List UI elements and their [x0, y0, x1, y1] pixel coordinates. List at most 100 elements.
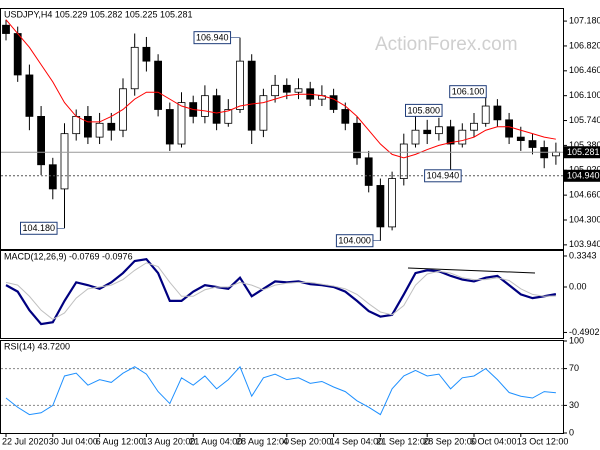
annotation-box	[449, 85, 487, 99]
candle-body	[458, 129, 467, 145]
y-tick-label: 100	[569, 335, 584, 345]
candle-body	[516, 136, 525, 141]
candle-body	[37, 115, 45, 166]
y-tick-label: 30	[569, 400, 579, 410]
x-tick-label: 28 Sep 20:00	[423, 436, 477, 446]
candle-body	[411, 129, 420, 145]
candle-body	[200, 95, 209, 117]
x-tick-label: 13 Oct 12:00	[517, 436, 569, 446]
candle-body	[552, 151, 560, 157]
x-tick-label: 21 Sep 12:00	[376, 436, 430, 446]
y-tick-label: 70	[569, 363, 579, 373]
candle-body	[107, 122, 116, 131]
x-tick-label: 14 Sep 04:00	[330, 436, 384, 446]
price-line-label: 105.281	[567, 147, 600, 157]
candle-body	[423, 129, 432, 135]
x-tick-label: 4 Sep 20:00	[283, 436, 332, 446]
candle-body	[341, 109, 350, 124]
candle-body	[329, 95, 338, 110]
candle-body	[48, 164, 57, 190]
indicator-line	[5, 365, 556, 416]
candle-body	[72, 115, 81, 135]
candle-body	[2, 24, 10, 34]
macd-trendline	[407, 267, 536, 274]
candle-body	[446, 126, 455, 145]
y-tick-label: 106.100	[569, 90, 600, 100]
annotation-label: 104.180	[23, 223, 56, 233]
candle-body	[142, 46, 151, 62]
y-tick-label: 104.660	[569, 190, 600, 200]
y-tick-label: 105.380	[569, 140, 600, 150]
candle-body	[505, 119, 514, 138]
annotation-label: 106.940	[196, 33, 229, 43]
indicator-line	[5, 257, 557, 326]
x-tick-label: 30 Jul 04:00	[49, 436, 98, 446]
candle-body	[25, 74, 34, 117]
y-tick-label: 106.820	[569, 40, 600, 50]
candle-body	[294, 88, 303, 93]
candle-body	[481, 105, 490, 124]
y-tick-label: 0.3343	[569, 250, 597, 260]
candle-body	[177, 102, 186, 145]
candle-body	[247, 60, 256, 131]
candle-body	[224, 109, 233, 124]
candle-body	[165, 109, 174, 145]
x-tick-label: 6 Aug 12:00	[96, 436, 144, 446]
annotation-box	[405, 103, 443, 117]
y-tick-label: 105.020	[569, 165, 600, 175]
candle-body	[470, 122, 478, 131]
y-tick-label: 103.940	[569, 239, 600, 249]
annotation-box	[424, 169, 462, 183]
price-panel	[0, 8, 564, 250]
candle-body	[353, 122, 361, 159]
macd-panel	[0, 250, 564, 339]
candle-body	[60, 133, 69, 190]
annotation-box	[20, 221, 58, 235]
y-tick-label: 0	[569, 427, 574, 437]
candle-body	[493, 105, 502, 121]
candle-body	[399, 143, 408, 179]
y-tick-label: 105.740	[569, 115, 600, 125]
price-line-label: 104.940	[567, 171, 600, 181]
x-tick-label: 22 Jul 2020	[2, 436, 49, 446]
candle-body	[271, 84, 280, 97]
price-line-box	[564, 169, 600, 182]
candle-body	[13, 33, 22, 76]
candle-body	[434, 126, 443, 135]
candle-body	[154, 60, 163, 110]
watermark: ActionForex.com	[375, 34, 518, 55]
x-tick-label: 6 Oct 04:00	[470, 436, 517, 446]
candle-body	[259, 95, 268, 131]
candle-body	[95, 122, 104, 138]
candle-body	[236, 60, 244, 110]
candle-body	[364, 157, 373, 186]
annotation-label: 104.940	[427, 171, 460, 181]
indicator-line	[5, 262, 556, 321]
price-line-box	[564, 146, 600, 159]
annotation-box	[193, 31, 232, 45]
x-tick-label: 21 Aug 04:00	[189, 436, 242, 446]
annotation-label: 104.000	[338, 236, 371, 246]
candle-body	[84, 115, 92, 138]
x-tick-label: 13 Aug 20:00	[142, 436, 195, 446]
panel-title: RSI(14) 43.7200	[4, 341, 70, 351]
candle-body	[388, 178, 397, 228]
candle-body	[130, 46, 139, 90]
annotation-label: 106.100	[452, 87, 485, 97]
panel-title: USDJPY,H4 105.229 105.282 105.225 105.28…	[4, 9, 193, 19]
y-tick-label: 104.300	[569, 214, 600, 224]
panel-title: MACD(12,26,9) -0.0769 -0.0976	[4, 251, 133, 261]
annotation-box	[335, 234, 374, 248]
annotation-label: 105.800	[408, 105, 441, 115]
x-tick-label: 28 Aug 12:00	[236, 436, 289, 446]
y-tick-label: 106.460	[569, 65, 600, 75]
moving-average	[5, 19, 556, 159]
candle-body	[212, 95, 221, 124]
y-tick-label: -0.4902	[569, 327, 600, 337]
candle-body	[376, 185, 385, 228]
candle-body	[282, 84, 291, 93]
y-tick-label: 107.180	[569, 15, 600, 25]
y-tick-label: 0.00	[569, 281, 587, 291]
